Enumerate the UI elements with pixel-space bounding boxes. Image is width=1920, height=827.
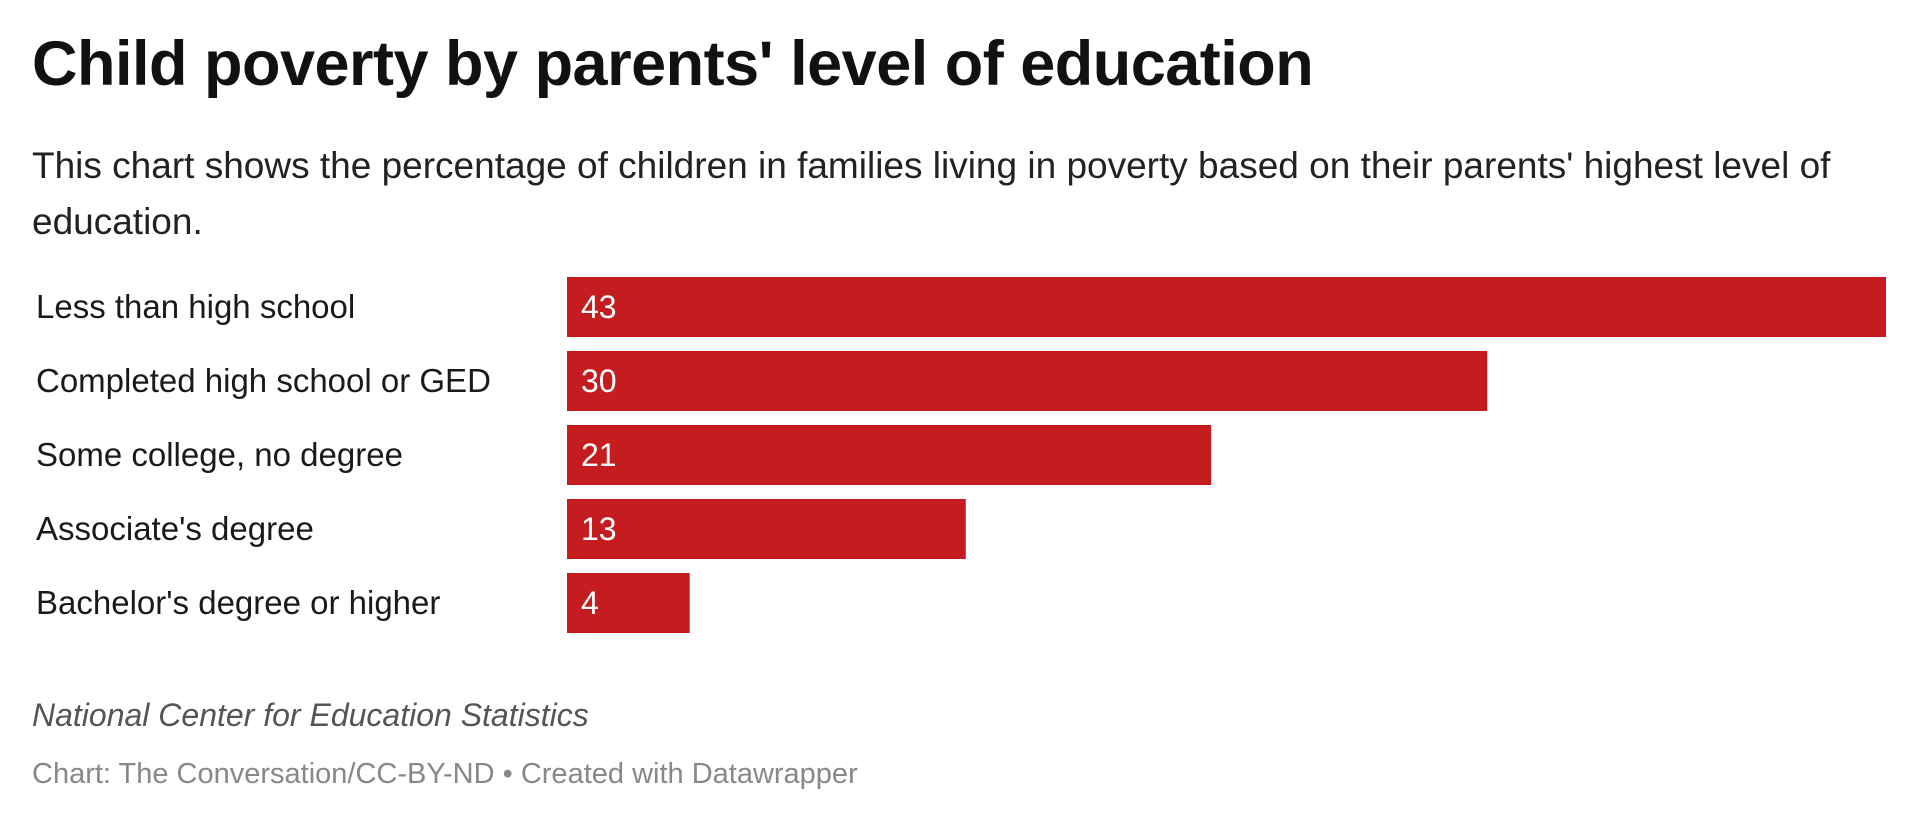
bar <box>567 277 1886 337</box>
category-label: Bachelor's degree or higher <box>36 584 440 621</box>
bar <box>567 425 1212 485</box>
chart-subtitle: This chart shows the percentage of child… <box>32 145 1831 242</box>
source-note: National Center for Education Statistics <box>32 697 589 733</box>
value-label: 4 <box>581 585 599 621</box>
value-label: 43 <box>581 289 617 325</box>
value-label: 13 <box>581 511 617 547</box>
category-label: Some college, no degree <box>36 436 403 473</box>
value-label: 21 <box>581 437 617 473</box>
category-label: Less than high school <box>36 288 355 325</box>
chart-title: Child poverty by parents' level of educa… <box>32 29 1314 99</box>
bar <box>567 499 966 559</box>
category-label: Completed high school or GED <box>36 362 491 399</box>
credit-note: Chart: The Conversation/CC-BY-ND • Creat… <box>32 758 858 790</box>
value-label: 30 <box>581 363 617 399</box>
bar <box>567 573 690 633</box>
category-label: Associate's degree <box>36 510 314 547</box>
bar <box>567 351 1488 411</box>
